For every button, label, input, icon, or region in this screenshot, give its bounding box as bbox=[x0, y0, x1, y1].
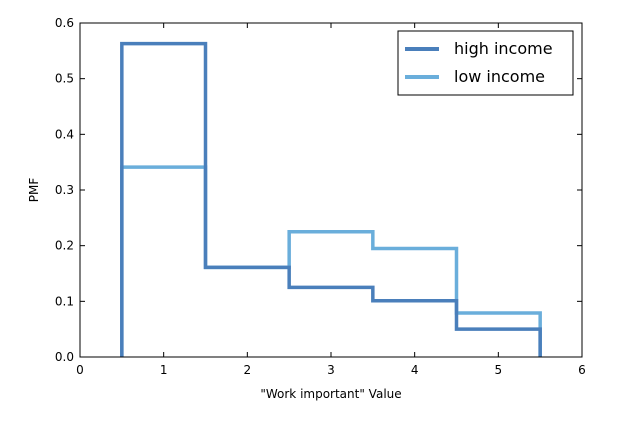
x-tick-label: 3 bbox=[327, 363, 335, 377]
legend-label-high-income: high income bbox=[454, 39, 553, 58]
legend-label-low-income: low income bbox=[454, 67, 545, 86]
legend: high income low income bbox=[397, 30, 574, 96]
x-axis-label: "Work important" Value bbox=[260, 387, 401, 401]
x-tick-label: 1 bbox=[160, 363, 168, 377]
y-tick-label: 0.5 bbox=[55, 72, 74, 86]
y-tick-label: 0.0 bbox=[55, 350, 74, 364]
y-axis-label: PMF bbox=[27, 178, 41, 203]
y-tick-label: 0.1 bbox=[55, 294, 74, 308]
x-tick-label: 0 bbox=[76, 363, 84, 377]
ticks-layer: 0 1 2 3 4 5 6 0.0 0.1 0.2 0.3 0.4 0.5 0.6 bbox=[55, 16, 586, 377]
legend-box bbox=[397, 30, 574, 96]
y-tick-label: 0.4 bbox=[55, 127, 74, 141]
series-layer bbox=[120, 41, 542, 357]
x-tick-label: 2 bbox=[244, 363, 252, 377]
x-tick-label: 5 bbox=[495, 363, 503, 377]
y-tick-label: 0.3 bbox=[55, 183, 74, 197]
series-line-high-income bbox=[120, 41, 542, 357]
x-tick-label: 4 bbox=[411, 363, 419, 377]
y-tick-label: 0.2 bbox=[55, 239, 74, 253]
y-tick-label: 0.6 bbox=[55, 16, 74, 30]
x-tick-label: 6 bbox=[578, 363, 586, 377]
series-line-low-income bbox=[120, 165, 542, 357]
